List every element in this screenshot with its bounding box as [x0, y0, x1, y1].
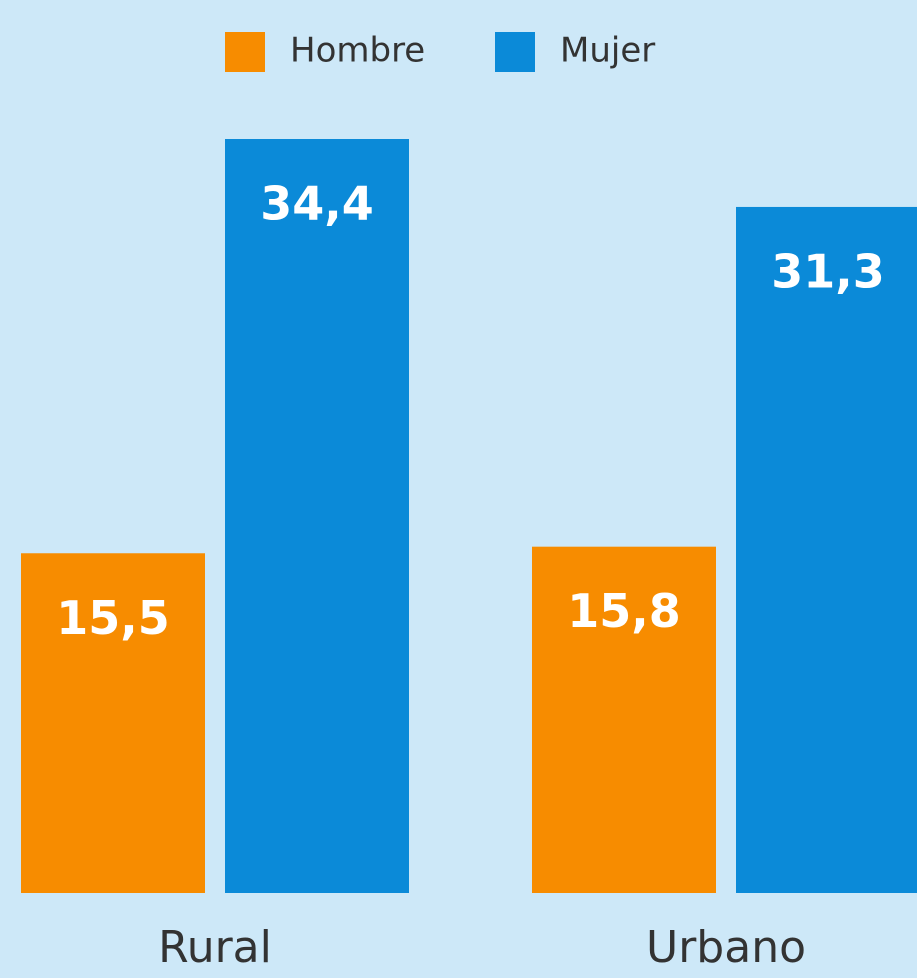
bar [532, 546, 716, 893]
legend-label: Hombre [290, 31, 425, 71]
value-label: 15,8 [567, 584, 681, 638]
value-label: 34,4 [260, 177, 374, 231]
legend-swatch [225, 32, 265, 72]
bar [21, 553, 205, 893]
x-tick-label: Rural [158, 922, 272, 973]
legend-swatch [495, 32, 535, 72]
value-label: 31,3 [771, 244, 885, 298]
x-tick-label: Urbano [646, 922, 806, 973]
bar [225, 139, 409, 893]
value-label: 15,5 [56, 591, 170, 645]
legend-label: Mujer [560, 31, 655, 71]
bar [736, 206, 917, 893]
